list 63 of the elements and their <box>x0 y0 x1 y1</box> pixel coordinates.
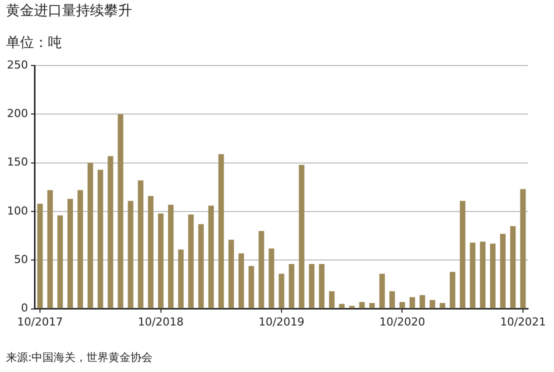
bar <box>228 240 234 308</box>
bar <box>88 162 94 308</box>
bar <box>389 291 395 308</box>
x-tick-label: 10/2019 <box>258 315 304 328</box>
bar <box>188 214 194 308</box>
bar <box>460 200 466 308</box>
bar <box>268 248 274 308</box>
bar <box>138 180 144 308</box>
bar <box>248 266 254 308</box>
chart-subtitle: 单位：吨 <box>6 34 62 52</box>
y-tick-label: 250 <box>6 58 28 72</box>
bar <box>430 300 436 308</box>
bar <box>399 302 405 308</box>
bar <box>168 204 174 308</box>
bar <box>318 264 325 308</box>
y-tick-label: 0 <box>20 302 28 315</box>
bar <box>359 302 365 308</box>
source-note: 来源:中国海关，世界黄金协会 <box>6 350 153 365</box>
bar <box>47 190 53 308</box>
x-tick-label: 10/2017 <box>17 315 63 328</box>
y-tick-label: 50 <box>14 253 28 266</box>
bar <box>480 242 486 308</box>
bar <box>158 213 164 308</box>
bar <box>57 215 63 308</box>
bar <box>298 164 304 308</box>
bar <box>118 114 124 308</box>
bar <box>218 154 224 308</box>
y-tick-label: 100 <box>6 204 28 218</box>
bar <box>510 226 516 308</box>
y-tick-label: 150 <box>6 156 28 169</box>
chart-title: 黄金进口量持续攀升 <box>6 2 132 20</box>
bar <box>369 302 375 308</box>
bar <box>288 264 294 308</box>
bar <box>520 189 526 308</box>
bar <box>198 224 204 308</box>
x-tick-label: 10/2021 <box>500 315 546 328</box>
bar <box>98 170 104 308</box>
bar <box>490 244 496 308</box>
bar <box>420 295 426 308</box>
bar <box>500 234 506 308</box>
bar <box>67 198 73 308</box>
bar <box>178 249 184 308</box>
bar <box>37 204 43 308</box>
bar <box>450 272 456 308</box>
bar <box>78 190 84 308</box>
y-tick-label: 200 <box>6 107 28 120</box>
x-tick-label: 10/2018 <box>138 315 184 328</box>
bar <box>208 206 214 308</box>
bar <box>339 304 345 308</box>
bar <box>379 274 385 308</box>
bar <box>329 291 335 308</box>
bar <box>238 253 244 308</box>
bar <box>410 297 416 308</box>
bar <box>470 242 476 308</box>
bar <box>278 274 284 308</box>
bar <box>349 306 355 308</box>
bar <box>108 156 114 308</box>
bar <box>308 264 314 308</box>
bar <box>258 230 264 308</box>
bar <box>128 200 134 308</box>
bar <box>440 302 446 308</box>
bar <box>148 196 154 308</box>
x-tick-label: 10/2020 <box>379 315 426 328</box>
